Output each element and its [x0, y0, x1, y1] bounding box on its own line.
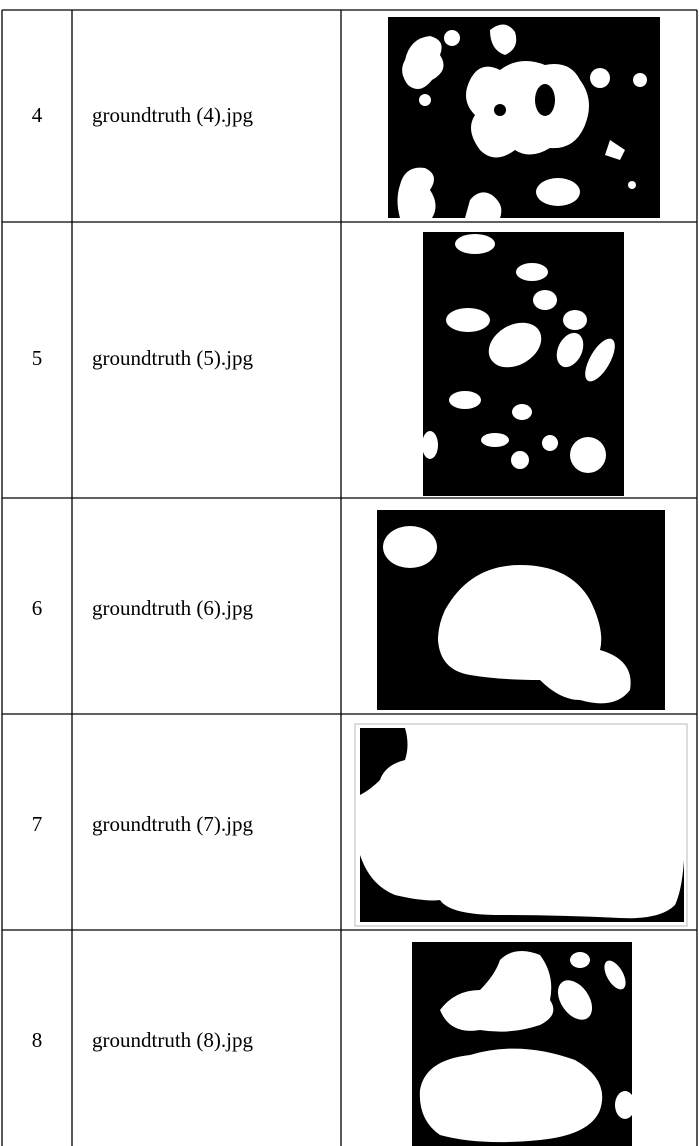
row-number: 7 [32, 812, 43, 836]
file-name: groundtruth (7).jpg [92, 812, 253, 836]
table-grid [1, 9, 698, 1146]
row-number: 8 [32, 1028, 43, 1052]
file-name: groundtruth (8).jpg [92, 1028, 253, 1052]
mask-image [422, 232, 624, 496]
row-number: 6 [32, 596, 43, 620]
file-name: groundtruth (6).jpg [92, 596, 253, 620]
mask-image [388, 17, 660, 218]
file-name: groundtruth (5).jpg [92, 346, 253, 370]
row-number: 4 [32, 103, 43, 127]
mask-image [377, 510, 665, 710]
mask-image [412, 942, 635, 1146]
row-number: 5 [32, 346, 43, 370]
file-name: groundtruth (4).jpg [92, 103, 253, 127]
mask-image [354, 723, 688, 927]
